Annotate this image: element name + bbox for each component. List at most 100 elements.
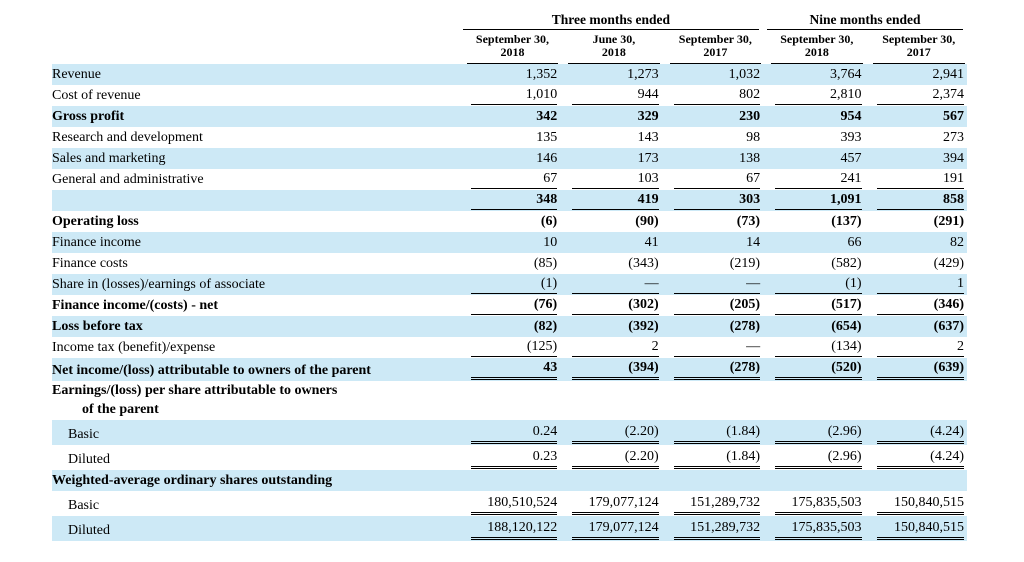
table-row: Basic 180,510,524 179,077,124 151,289,732 17… (52, 491, 967, 516)
value-cell: 3,764 (763, 64, 864, 85)
value-cell: (2.96) (763, 445, 864, 470)
row-label: Basic (68, 498, 100, 513)
row-label-cell: Research and development (52, 127, 459, 148)
column-header-9mo-sep-2017: September 30, 2017 (865, 30, 967, 64)
row-label-cell: Finance costs (52, 253, 459, 274)
cell-value: (134) (775, 337, 862, 357)
value-cell: (134) (763, 337, 864, 358)
cell-value: 1,010 (470, 85, 558, 105)
value-cell: 180,510,524 (459, 491, 560, 516)
cell-value: 143 (637, 130, 659, 145)
cell-value: (278) (729, 319, 761, 334)
table-row: Income tax (benefit)/expense (125) 2 — (134)… (52, 337, 967, 358)
cell-value: (429) (933, 256, 964, 271)
cell-value: 179,077,124 (572, 493, 659, 515)
cell-value: (394) (572, 358, 659, 380)
value-cell: 98 (662, 127, 763, 148)
value-cell: 1 (865, 274, 967, 295)
value-cell: (582) (763, 253, 864, 274)
cell-value: 1,273 (627, 67, 659, 82)
value-cell: 2 (865, 337, 967, 358)
column-date: September 30, (678, 32, 752, 46)
value-cell: 2,374 (865, 85, 967, 106)
cell-value: 67 (673, 169, 761, 189)
table-row: Diluted 188,120,122 179,077,124 151,289,732… (52, 516, 967, 541)
cell-value (877, 400, 964, 419)
cell-value: 188,120,122 (470, 518, 558, 540)
cell-value: 10 (543, 235, 558, 250)
value-cell: (429) (865, 253, 967, 274)
cell-value: (219) (729, 256, 761, 271)
value-cell: (90) (560, 211, 661, 232)
value-cell: (291) (865, 211, 967, 232)
cell-value: 175,835,503 (775, 493, 862, 515)
value-cell: (205) (662, 295, 763, 316)
cell-value: 3,764 (830, 67, 862, 82)
cell-value: 393 (840, 130, 862, 145)
value-cell: (639) (865, 358, 967, 381)
value-cell: (2.20) (560, 420, 661, 445)
financial-statement-sheet: Three months ended Nine months ended Sep… (52, 8, 967, 541)
value-cell: (278) (662, 316, 763, 337)
value-cell: 802 (662, 85, 763, 106)
cell-value: (4.24) (876, 447, 964, 469)
row-label-cell: Diluted (52, 516, 459, 541)
table-row: Diluted 0.23 (2.20) (1.84) (2.96) (4.24) (52, 445, 967, 470)
value-cell: 151,289,732 (662, 491, 763, 516)
cell-value: (2.20) (572, 422, 659, 444)
value-cell: (654) (763, 316, 864, 337)
row-label-cell: Basic (52, 420, 459, 445)
row-label: Net income/(loss) attributable to owners… (52, 363, 371, 378)
value-cell: (73) (662, 211, 763, 232)
cell-value: 944 (572, 85, 659, 105)
value-cell: 14 (662, 232, 763, 253)
cell-value: 41 (644, 235, 659, 250)
value-cell: (278) (662, 358, 763, 381)
cell-value: 858 (876, 190, 964, 210)
row-label-cell: Net income/(loss) attributable to owners… (52, 358, 459, 381)
column-date: June 30, (592, 32, 636, 46)
cell-value: (4.24) (876, 422, 964, 444)
value-cell (865, 470, 967, 491)
column-date: September 30, (780, 32, 854, 46)
value-cell: 273 (865, 127, 967, 148)
row-label: Earnings/(loss) per share attributable t… (52, 383, 338, 417)
cell-value: (302) (572, 295, 659, 315)
cell-value: (346) (876, 295, 964, 315)
value-cell: 82 (865, 232, 967, 253)
cell-value: (392) (628, 319, 659, 334)
row-label-cell: Share in (losses)/earnings of associate (52, 274, 459, 295)
cell-value: 2,810 (775, 85, 862, 105)
value-cell: 303 (662, 190, 763, 211)
row-label-cell: Diluted (52, 445, 459, 470)
cell-value: 348 (470, 190, 558, 210)
cell-value: (517) (775, 295, 862, 315)
table-row: Net income/(loss) attributable to owners… (52, 358, 967, 381)
value-cell: 241 (763, 169, 864, 190)
cell-value: (6) (540, 214, 558, 229)
row-label-cell: Sales and marketing (52, 148, 459, 169)
column-year: 2018 (500, 45, 525, 59)
period-group-row: Three months ended Nine months ended (52, 8, 967, 30)
row-label: Operating loss (52, 214, 139, 229)
value-cell: 393 (763, 127, 864, 148)
value-cell: 1,273 (560, 64, 661, 85)
cell-value: (90) (635, 214, 659, 229)
cell-value (572, 400, 658, 419)
value-cell: 342 (459, 106, 560, 127)
cell-value: 173 (637, 151, 659, 166)
table-row: Revenue 1,352 1,273 1,032 3,764 2,941 (52, 64, 967, 85)
value-cell: (137) (763, 211, 864, 232)
row-label-cell: Basic (52, 491, 459, 516)
cell-value: (2.96) (775, 447, 862, 469)
cell-value: 146 (536, 151, 558, 166)
value-cell: 146 (459, 148, 560, 169)
header-spacer (52, 8, 459, 30)
row-label-cell (52, 190, 459, 211)
period-group-three-months: Three months ended (459, 8, 763, 30)
value-cell (560, 470, 661, 491)
row-label: Finance income/(costs) - net (52, 298, 219, 313)
row-label: Gross profit (52, 109, 125, 124)
value-cell: 394 (865, 148, 967, 169)
value-cell: 0.24 (459, 420, 560, 445)
